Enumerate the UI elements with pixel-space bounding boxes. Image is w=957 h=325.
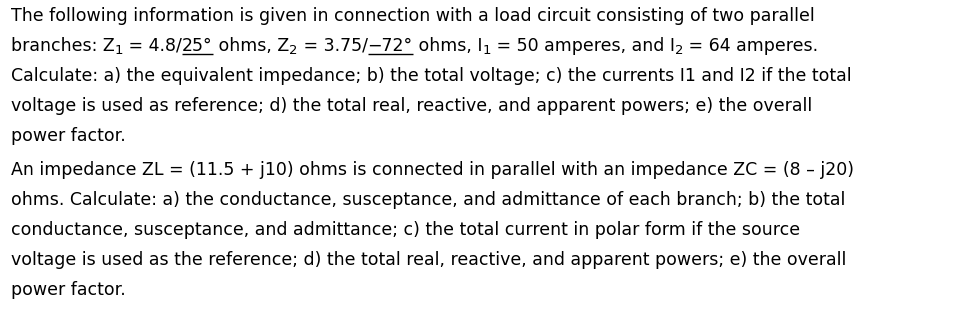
Text: An impedance ZL = (11.5 + j10) ohms is connected in parallel with an impedance Z: An impedance ZL = (11.5 + j10) ohms is c…	[11, 161, 854, 179]
Text: ohms, Z: ohms, Z	[212, 37, 289, 55]
Text: = 50 amperes, and I: = 50 amperes, and I	[491, 37, 675, 55]
Text: branches: Z: branches: Z	[11, 37, 115, 55]
Text: = 4.8/: = 4.8/	[123, 37, 182, 55]
Text: 25°: 25°	[182, 37, 212, 55]
Text: 2: 2	[675, 45, 683, 58]
Text: = 3.75/: = 3.75/	[298, 37, 367, 55]
Text: voltage is used as reference; d) the total real, reactive, and apparent powers; : voltage is used as reference; d) the tot…	[11, 97, 812, 115]
Text: = 64 amperes.: = 64 amperes.	[683, 37, 818, 55]
Text: 2: 2	[289, 45, 298, 58]
Text: power factor.: power factor.	[11, 127, 125, 145]
Text: 1: 1	[115, 45, 123, 58]
Text: conductance, susceptance, and admittance; c) the total current in polar form if : conductance, susceptance, and admittance…	[11, 221, 800, 239]
Text: 1: 1	[482, 45, 491, 58]
Text: The following information is given in connection with a load circuit consisting : The following information is given in co…	[11, 7, 814, 25]
Text: voltage is used as the reference; d) the total real, reactive, and apparent powe: voltage is used as the reference; d) the…	[11, 251, 846, 269]
Text: −72°: −72°	[367, 37, 412, 55]
Text: ohms. Calculate: a) the conductance, susceptance, and admittance of each branch;: ohms. Calculate: a) the conductance, sus…	[11, 191, 845, 209]
Text: power factor.: power factor.	[11, 281, 125, 299]
Text: Calculate: a) the equivalent impedance; b) the total voltage; c) the currents I1: Calculate: a) the equivalent impedance; …	[11, 67, 852, 85]
Text: ohms, I: ohms, I	[412, 37, 482, 55]
